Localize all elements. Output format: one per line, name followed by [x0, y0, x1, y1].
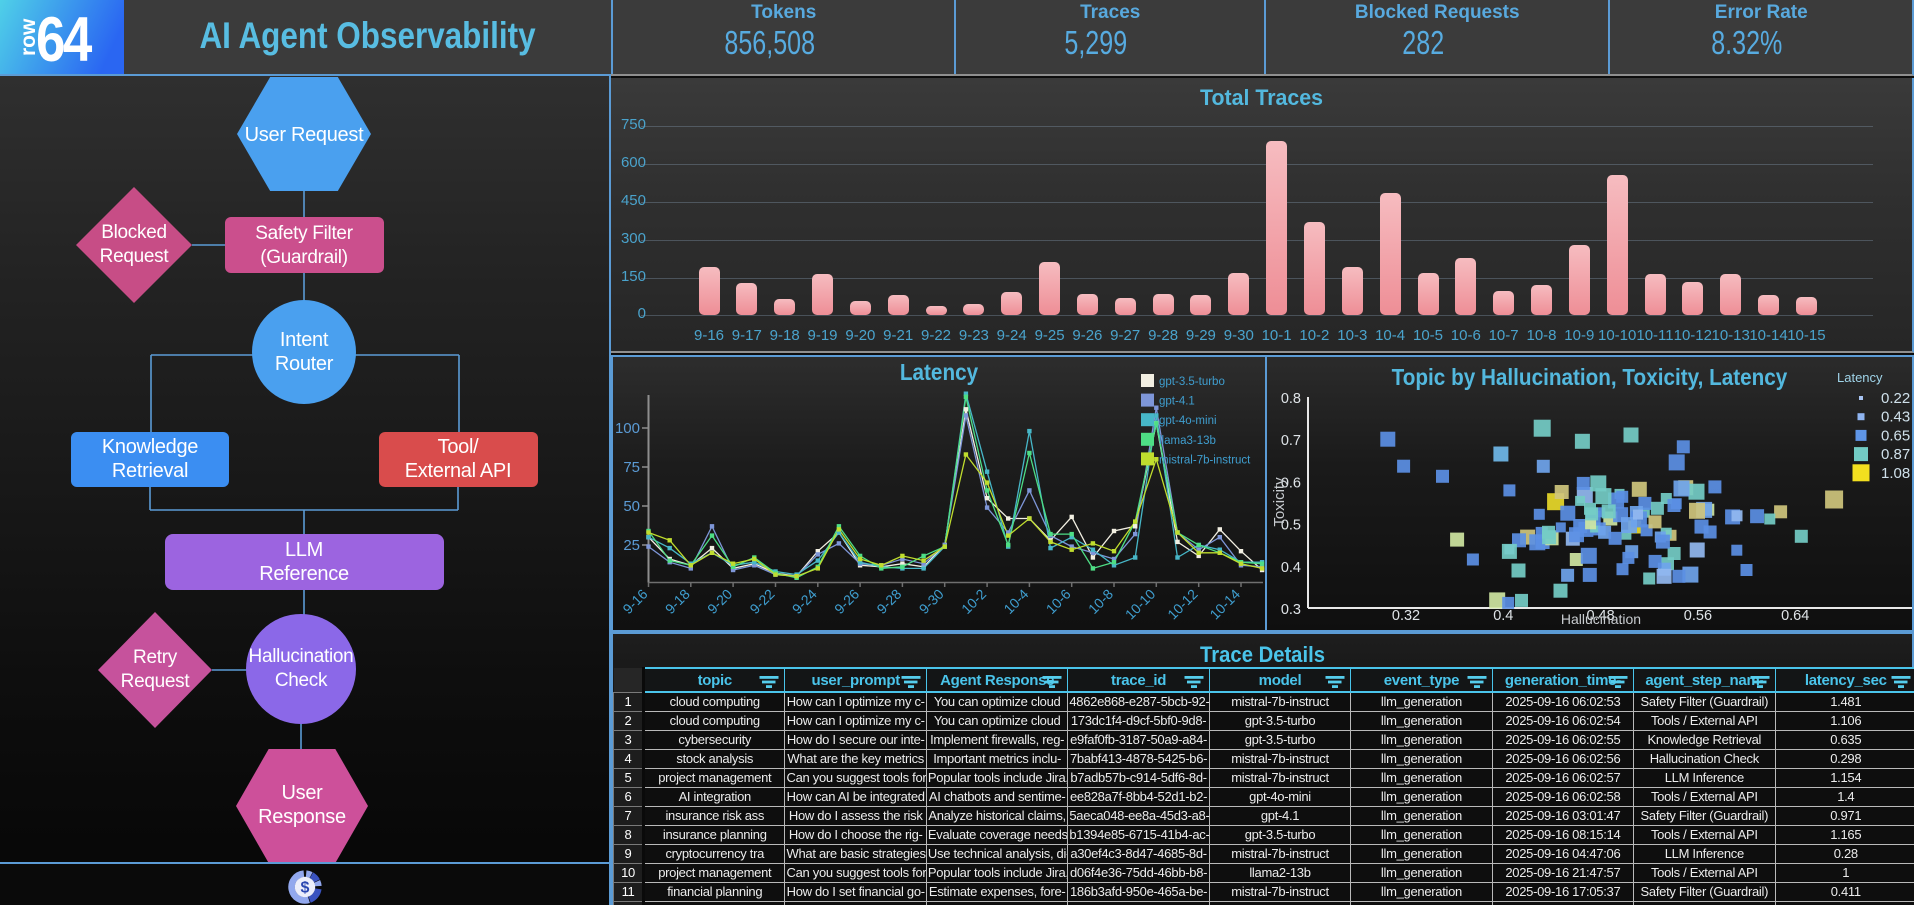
svg-text:10-12: 10-12: [1164, 586, 1201, 623]
svg-text:0.3: 0.3: [1281, 602, 1301, 618]
svg-text:10-8: 10-8: [1085, 586, 1116, 617]
svg-text:0.56: 0.56: [1684, 608, 1712, 624]
svg-text:0.43: 0.43: [1881, 409, 1910, 426]
svg-text:Intent: Intent: [280, 329, 329, 351]
svg-text:User: User: [281, 782, 323, 804]
svg-text:50: 50: [623, 498, 640, 515]
svg-text:0.48: 0.48: [1586, 608, 1614, 624]
svg-text:Response: Response: [258, 806, 346, 828]
svg-text:$: $: [301, 880, 310, 897]
svg-text:Safety Filter: Safety Filter: [255, 223, 353, 244]
svg-text:9-20: 9-20: [704, 586, 735, 617]
svg-text:LLM: LLM: [285, 539, 323, 561]
svg-text:0.4: 0.4: [1493, 608, 1513, 624]
svg-text:0.4: 0.4: [1281, 560, 1301, 576]
svg-text:9-22: 9-22: [746, 586, 777, 617]
svg-text:25: 25: [623, 537, 640, 554]
svg-text:9-16: 9-16: [619, 586, 650, 617]
svg-text:9-30: 9-30: [916, 586, 947, 617]
svg-text:10-14: 10-14: [1206, 586, 1243, 623]
svg-text:Blocked: Blocked: [101, 222, 167, 243]
svg-text:Retrieval: Retrieval: [112, 460, 188, 482]
svg-text:gpt-4o-mini: gpt-4o-mini: [1159, 415, 1217, 427]
svg-text:Toxicity: Toxicity: [1271, 477, 1288, 527]
svg-text:0.64: 0.64: [1781, 608, 1809, 624]
svg-text:0.5: 0.5: [1281, 518, 1301, 534]
svg-text:Request: Request: [100, 246, 170, 267]
svg-text:0.6: 0.6: [1281, 475, 1301, 491]
svg-text:100: 100: [615, 420, 640, 437]
svg-text:0.32: 0.32: [1392, 608, 1420, 624]
svg-text:10-2: 10-2: [958, 586, 989, 617]
svg-text:External API: External API: [405, 460, 511, 482]
svg-text:0.8: 0.8: [1281, 391, 1301, 407]
svg-text:0.22: 0.22: [1881, 390, 1910, 407]
svg-text:10-4: 10-4: [1000, 586, 1031, 617]
svg-text:gpt-3.5-turbo: gpt-3.5-turbo: [1159, 376, 1225, 388]
svg-text:(Guardrail): (Guardrail): [260, 247, 348, 268]
svg-text:Retry: Retry: [133, 647, 178, 668]
svg-text:0.87: 0.87: [1881, 446, 1910, 463]
svg-text:Request: Request: [121, 671, 191, 692]
svg-text:User Request: User Request: [245, 124, 364, 146]
svg-text:0.7: 0.7: [1281, 433, 1301, 449]
svg-text:9-24: 9-24: [789, 586, 820, 617]
svg-text:1.08: 1.08: [1881, 465, 1910, 482]
svg-text:75: 75: [623, 459, 640, 476]
svg-text:10-6: 10-6: [1043, 586, 1074, 617]
svg-text:9-28: 9-28: [873, 586, 904, 617]
svg-text:llama3-13b: llama3-13b: [1159, 435, 1216, 447]
svg-text:Tool/: Tool/: [438, 436, 479, 458]
svg-text:Router: Router: [275, 353, 334, 375]
svg-text:Knowledge: Knowledge: [102, 436, 198, 458]
svg-text:Reference: Reference: [259, 563, 349, 585]
svg-text:Check: Check: [275, 670, 328, 691]
svg-text:9-18: 9-18: [662, 586, 693, 617]
svg-text:Latency: Latency: [1837, 370, 1883, 385]
svg-text:gpt-4.1: gpt-4.1: [1159, 396, 1195, 408]
svg-text:Hallucination: Hallucination: [249, 646, 354, 667]
svg-text:10-10: 10-10: [1122, 586, 1159, 623]
svg-text:0.65: 0.65: [1881, 427, 1910, 444]
svg-text:Hallucination: Hallucination: [1561, 611, 1641, 627]
svg-text:9-26: 9-26: [831, 586, 862, 617]
svg-text:mistral-7b-instruct: mistral-7b-instruct: [1159, 454, 1251, 466]
